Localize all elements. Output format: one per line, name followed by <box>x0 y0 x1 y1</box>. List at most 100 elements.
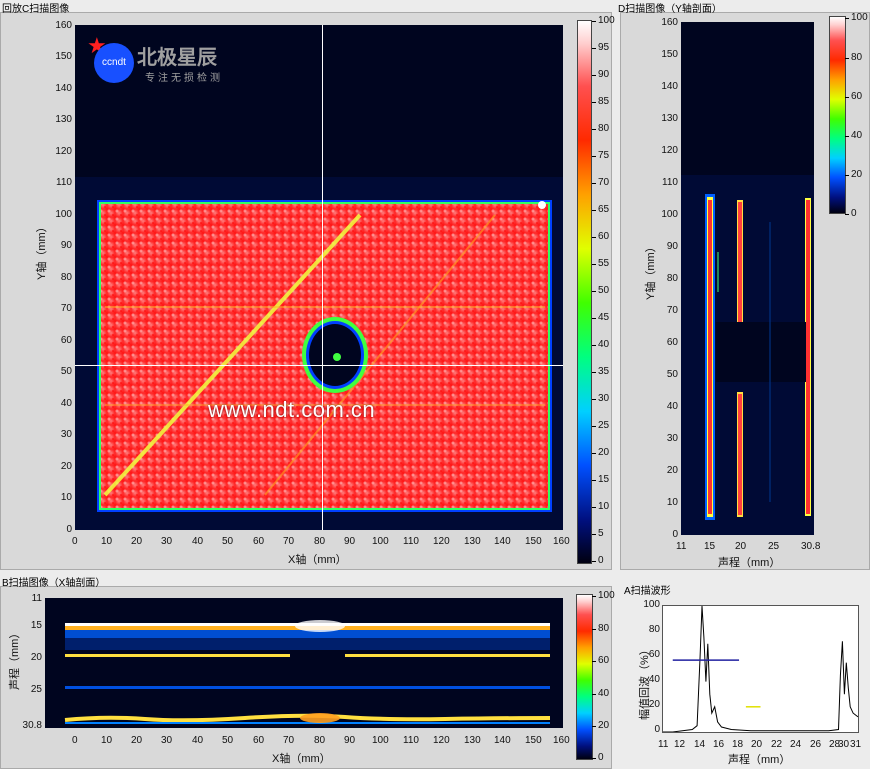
crosshair-vertical[interactable] <box>322 25 323 530</box>
d-scan-plot[interactable] <box>681 22 814 535</box>
c-xtick: 20 <box>131 536 143 547</box>
a-ytick: 40 <box>648 674 660 685</box>
c-ytick: 10 <box>60 492 72 503</box>
a-xtick: 31 <box>850 739 862 750</box>
b-xtick: 50 <box>222 735 234 746</box>
c-ytick: 120 <box>55 146 72 157</box>
b-xtick: 0 <box>72 735 78 746</box>
d-scan-xlabel: 声程（mm） <box>718 557 781 569</box>
d-scan-colorbar-ticks: 100 80 60 40 20 0 <box>844 12 870 219</box>
c-cb-tick: 80 <box>591 123 610 134</box>
d-ytick: 140 <box>661 81 678 92</box>
a-ytick: 0 <box>654 724 660 735</box>
c-ytick: 20 <box>60 461 72 472</box>
a-scan-plot[interactable] <box>662 605 859 733</box>
logo: ★ ccndt 北极星辰 专注无损检测 <box>87 33 247 88</box>
c-ytick: 30 <box>60 429 72 440</box>
c-cb-tick: 10 <box>591 501 610 512</box>
c-scan-xticks: 0 10 20 30 40 50 60 70 80 90 100 110 120… <box>69 536 570 550</box>
c-cb-tick: 90 <box>591 69 610 80</box>
c-cb-tick: 20 <box>591 447 610 458</box>
c-xtick: 70 <box>283 536 295 547</box>
c-scan-colorbar <box>577 20 592 564</box>
c-scan-title: 回放C扫描图像 <box>2 4 70 15</box>
b-ytick: 11 <box>31 593 42 604</box>
c-cb-tick: 30 <box>591 393 610 404</box>
c-cb-tick: 25 <box>591 420 610 431</box>
b-xtick: 160 <box>553 735 570 746</box>
b-scan-yticks: 11 15 20 25 30.8 <box>10 593 42 733</box>
b-scan-xticks: 0 10 20 30 40 50 60 70 80 90 100 110 120… <box>69 735 570 749</box>
c-ytick: 100 <box>55 209 72 220</box>
c-cb-tick: 5 <box>592 528 604 539</box>
b-scan-colorbar <box>576 594 593 760</box>
c-ytick: 50 <box>60 366 72 377</box>
a-ytick: 20 <box>648 699 660 710</box>
c-scan-xlabel: X轴（mm） <box>288 554 347 566</box>
c-ytick: 150 <box>55 51 72 62</box>
a-xtick: 24 <box>790 739 802 750</box>
d-ytick: 0 <box>672 529 678 540</box>
c-xtick: 120 <box>433 536 450 547</box>
c-cb-tick: 15 <box>591 474 610 485</box>
c-cb-tick: 45 <box>591 312 610 323</box>
a-xtick: 22 <box>771 739 783 750</box>
c-xtick: 130 <box>464 536 481 547</box>
b-scan-plot[interactable] <box>45 598 563 728</box>
d-xtick: 30.8 <box>801 541 821 552</box>
c-cb-tick: 0 <box>592 555 604 566</box>
c-xtick: 40 <box>192 536 204 547</box>
c-xtick: 100 <box>372 536 389 547</box>
b-ytick: 15 <box>30 620 42 631</box>
b-ytick: 30.8 <box>22 720 42 731</box>
d-ytick: 60 <box>666 337 678 348</box>
c-xtick: 60 <box>253 536 265 547</box>
b-cb-tick: 100 <box>592 590 615 601</box>
d-scan-xticks: 11 15 20 25 30.8 <box>676 541 826 555</box>
b-xtick: 40 <box>192 735 204 746</box>
logo-badge-text: ccndt <box>102 57 126 68</box>
b-xtick: 10 <box>101 735 113 746</box>
watermark: www.ndt.com.cn <box>208 397 376 422</box>
d-ytick: 10 <box>666 497 678 508</box>
a-scan-xlabel: 声程（mm） <box>728 754 791 766</box>
c-cb-tick: 40 <box>591 339 610 350</box>
logo-tagline: 专注无损检测 <box>145 73 223 84</box>
d-ytick: 50 <box>666 369 678 380</box>
c-ytick: 130 <box>55 114 72 125</box>
b-xtick: 60 <box>253 735 265 746</box>
b-scan-image <box>64 620 551 724</box>
b-cb-tick: 40 <box>591 688 610 699</box>
d-ytick: 30 <box>666 433 678 444</box>
c-cb-tick: 65 <box>591 204 610 215</box>
d-ytick: 80 <box>666 273 678 284</box>
logo-name: 北极星辰 <box>137 47 217 69</box>
d-cb-tick: 80 <box>844 52 863 63</box>
b-xtick: 140 <box>494 735 511 746</box>
c-cb-tick: 50 <box>591 285 610 296</box>
b-cb-tick: 20 <box>591 720 610 731</box>
d-cb-tick: 40 <box>844 130 863 141</box>
d-ytick: 160 <box>661 17 678 28</box>
c-scan-plot[interactable]: ★ ccndt 北极星辰 专注无损检测 www.ndt.com.cn <box>75 25 563 530</box>
b-xtick: 100 <box>372 735 389 746</box>
d-ytick: 90 <box>666 241 678 252</box>
c-cb-tick: 95 <box>591 42 610 53</box>
b-xtick: 30 <box>161 735 173 746</box>
c-ytick: 60 <box>60 335 72 346</box>
c-ytick: 110 <box>56 177 72 188</box>
c-ytick: 40 <box>60 398 72 409</box>
d-ytick: 150 <box>661 49 678 60</box>
a-scan-waveform <box>663 606 858 732</box>
c-xtick: 10 <box>101 536 113 547</box>
a-xtick: 12 <box>674 739 686 750</box>
b-scan-colorbar-ticks: 100 80 60 40 20 0 <box>591 590 618 765</box>
a-xtick: 30 <box>838 739 850 750</box>
b-xtick: 120 <box>433 735 450 746</box>
d-ytick: 100 <box>661 209 678 220</box>
crosshair-horizontal[interactable] <box>75 365 563 366</box>
a-xtick: 11 <box>658 739 669 750</box>
d-ytick: 40 <box>666 401 678 412</box>
b-scan-xlabel: X轴（mm） <box>272 753 331 765</box>
b-scan-title: B扫描图像（X轴剖面） <box>2 578 106 589</box>
